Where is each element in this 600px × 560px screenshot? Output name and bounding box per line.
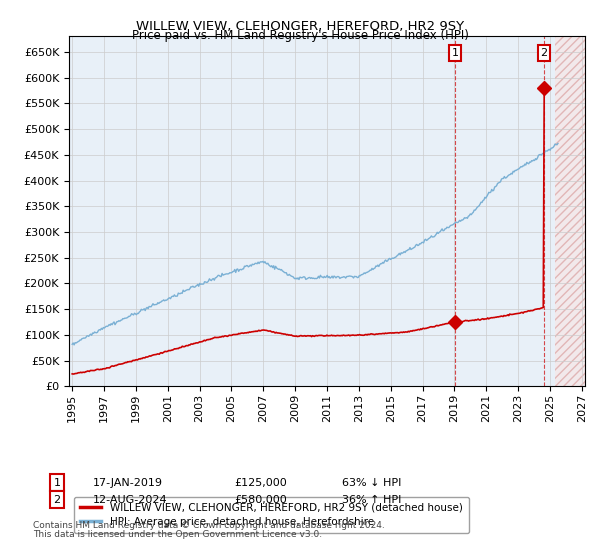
Text: 2: 2: [53, 494, 61, 505]
Text: This data is licensed under the Open Government Licence v3.0.: This data is licensed under the Open Gov…: [33, 530, 322, 539]
Text: Contains HM Land Registry data © Crown copyright and database right 2024.: Contains HM Land Registry data © Crown c…: [33, 521, 385, 530]
Text: 12-AUG-2024: 12-AUG-2024: [93, 494, 167, 505]
Legend: WILLEW VIEW, CLEHONGER, HEREFORD, HR2 9SY (detached house), HPI: Average price, : WILLEW VIEW, CLEHONGER, HEREFORD, HR2 9S…: [74, 497, 469, 533]
Text: WILLEW VIEW, CLEHONGER, HEREFORD, HR2 9SY: WILLEW VIEW, CLEHONGER, HEREFORD, HR2 9S…: [136, 20, 464, 32]
Text: 2: 2: [541, 48, 547, 58]
Text: 1: 1: [452, 48, 458, 58]
Text: £125,000: £125,000: [234, 478, 287, 488]
Text: £580,000: £580,000: [234, 494, 287, 505]
Text: 63% ↓ HPI: 63% ↓ HPI: [342, 478, 401, 488]
Text: 1: 1: [53, 478, 61, 488]
Text: 17-JAN-2019: 17-JAN-2019: [93, 478, 163, 488]
Text: Price paid vs. HM Land Registry's House Price Index (HPI): Price paid vs. HM Land Registry's House …: [131, 29, 469, 42]
Bar: [555, 36, 585, 386]
Text: 36% ↑ HPI: 36% ↑ HPI: [342, 494, 401, 505]
